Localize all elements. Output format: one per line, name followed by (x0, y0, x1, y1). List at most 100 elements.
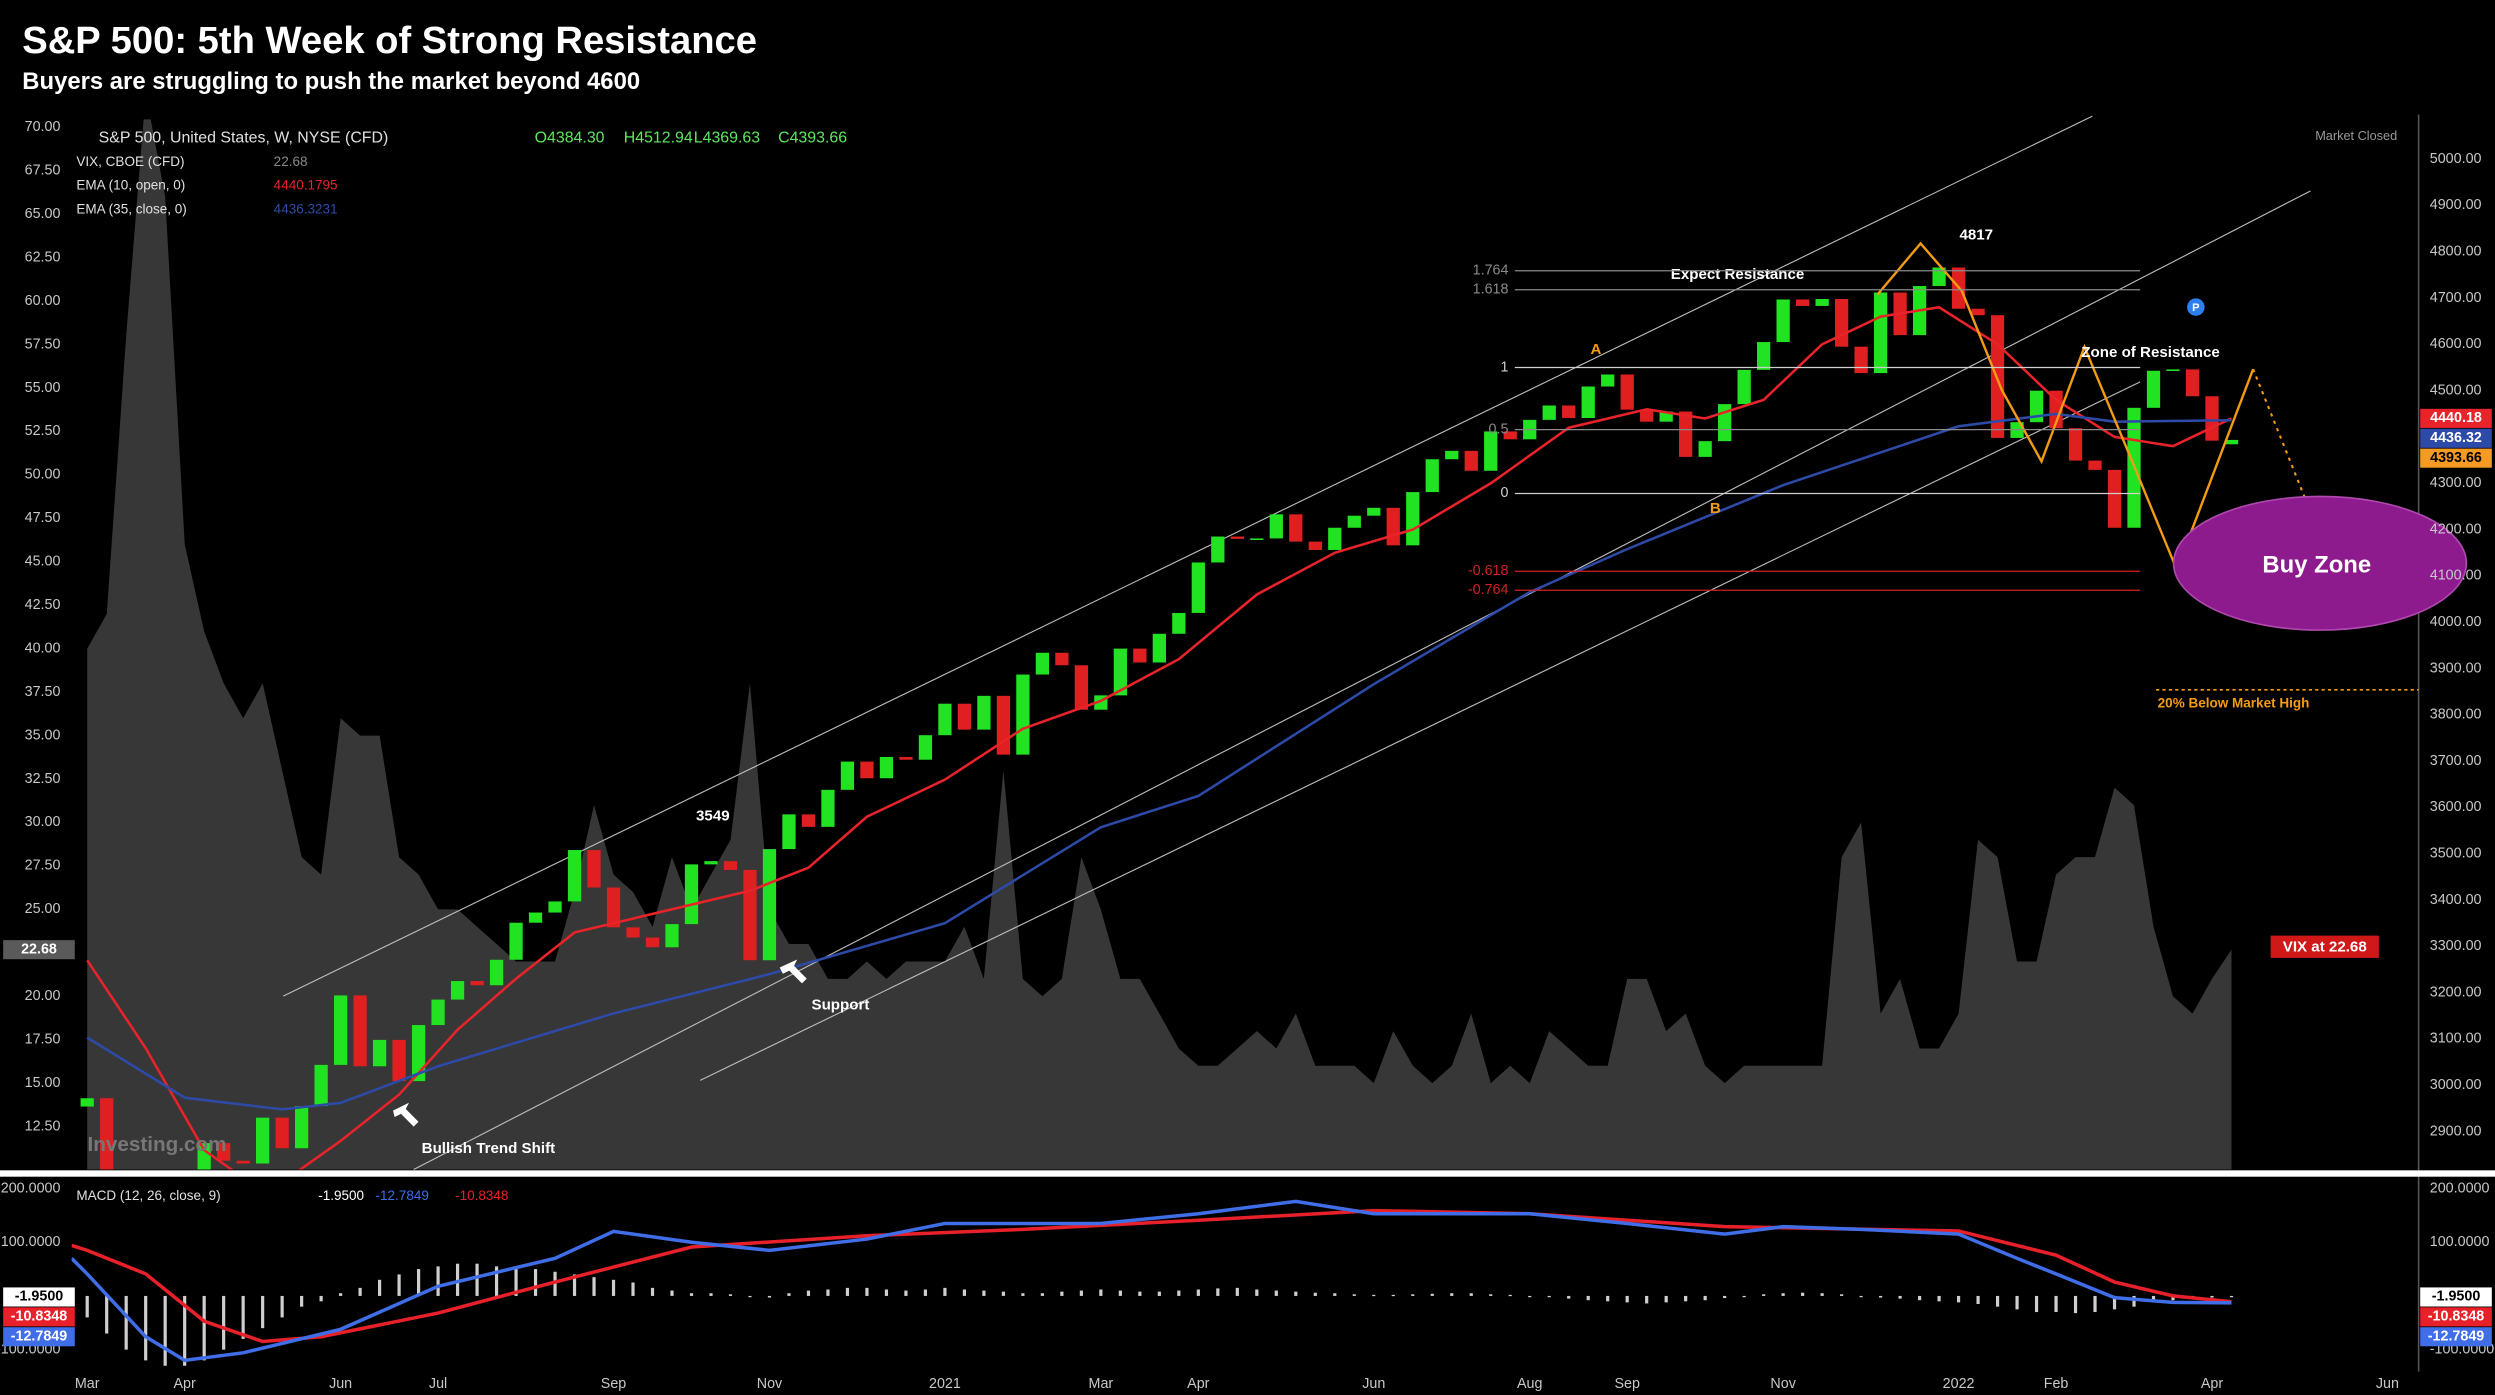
candle (626, 927, 640, 938)
legend-label: MACD (12, 26, close, 9) (76, 1188, 220, 1203)
y2-tick-label: 35.00 (25, 727, 61, 743)
histogram-bar (300, 1295, 304, 1307)
histogram-bar (416, 1269, 421, 1296)
candle (1308, 541, 1322, 550)
histogram-bar (1352, 1294, 1356, 1296)
x-tick-label: Mar (75, 1376, 100, 1392)
y2-tick-label: 20.00 (25, 988, 61, 1004)
macd-tick-label: 100.0000 (1, 1234, 61, 1250)
candle (1055, 652, 1069, 666)
y-tick-label: 2900.00 (2430, 1123, 2482, 1139)
signal-line (71, 1208, 2232, 1344)
histogram-bar (105, 1295, 109, 1334)
histogram-bar (1138, 1291, 1142, 1296)
candle (1484, 431, 1498, 471)
histogram-bar (1528, 1295, 1532, 1298)
histogram-bar (923, 1289, 928, 1296)
histogram-bar (1879, 1295, 1883, 1298)
candle (450, 981, 465, 1000)
histogram-bar (1040, 1293, 1044, 1296)
x-tick-label: Apr (174, 1376, 197, 1392)
candle (1074, 665, 1088, 710)
histogram-bar (1547, 1295, 1551, 1298)
candle (684, 864, 699, 925)
panel-separator (0, 1170, 2495, 1177)
candle (1016, 674, 1030, 755)
legend-label: VIX, CBOE (CFD) (76, 154, 184, 169)
value-badge (2420, 1287, 2492, 1307)
histogram-bar (904, 1290, 908, 1296)
y2-tick-label: 60.00 (25, 293, 61, 309)
histogram-bar (962, 1289, 966, 1296)
value-badge (2420, 448, 2492, 468)
annotation: Expect Resistance (1671, 266, 1805, 283)
price-layer (80, 267, 2239, 1170)
value-badge-label: -12.7849 (11, 1329, 68, 1345)
candle (860, 761, 874, 779)
value-badge (2420, 1327, 2492, 1347)
candle (80, 1098, 94, 1107)
histogram-bar (436, 1266, 440, 1296)
candle (2029, 390, 2044, 423)
annotation: B (1710, 500, 1721, 517)
fib-label: -0.764 (1468, 582, 1509, 598)
x-tick-label: Jul (429, 1376, 447, 1392)
fib-label: 1.764 (1473, 263, 1509, 279)
buy-zone (2172, 495, 2468, 631)
histogram-bar (397, 1274, 401, 1296)
candle (392, 1039, 406, 1082)
histogram-bar (144, 1295, 148, 1361)
annotation: P (2192, 302, 2200, 314)
y-tick-label: 4100.00 (2430, 568, 2482, 584)
high-label: 4817 (1959, 226, 1993, 243)
y-tick-label: 3800.00 (2430, 707, 2482, 723)
histogram-bar (2034, 1295, 2039, 1313)
value-badge-label: 22.68 (21, 941, 57, 957)
histogram-bar (1508, 1294, 1512, 1297)
value-badge (2420, 428, 2492, 448)
y-tick-label: 4700.00 (2430, 290, 2482, 306)
y-tick-label: 3900.00 (2430, 660, 2482, 676)
candle (1425, 459, 1439, 493)
candle (528, 912, 543, 923)
histogram-bar (280, 1295, 284, 1318)
candle (1113, 648, 1127, 696)
candle (431, 999, 445, 1026)
candle (1873, 292, 1888, 374)
histogram-bar (475, 1263, 479, 1296)
histogram-bar (650, 1287, 655, 1296)
y-tick-label: 4000.00 (2430, 614, 2482, 630)
candle (1172, 612, 1186, 634)
candle (1795, 299, 1810, 306)
projection-line (2252, 368, 2313, 516)
candle (333, 995, 348, 1065)
histogram-bar (1489, 1294, 1493, 1296)
y-tick-label: 3100.00 (2430, 1031, 2482, 1047)
histogram-bar (124, 1295, 128, 1350)
candle (1211, 536, 1225, 563)
value-badge-label: 4393.66 (2430, 450, 2482, 466)
histogram-bar (826, 1289, 830, 1296)
candle (1035, 652, 1050, 675)
histogram-bar (1625, 1295, 1629, 1303)
histogram-bar (1645, 1295, 1649, 1304)
value-badge-label: 4436.32 (2430, 430, 2482, 446)
histogram-bar (592, 1277, 596, 1296)
candle (1737, 369, 1751, 405)
histogram-bar (2093, 1295, 2097, 1313)
candle (2205, 396, 2219, 441)
value-badge (3, 940, 75, 960)
candle (1269, 514, 1283, 539)
histogram-bar (1372, 1294, 1376, 1297)
value-badge-label: -12.7849 (2428, 1329, 2485, 1345)
macd-tick-label: 200.0000 (2430, 1180, 2490, 1196)
ema-line (86, 412, 2232, 1111)
channel-line (282, 115, 2093, 997)
vix-layer (87, 119, 2232, 1170)
candle (938, 703, 952, 736)
histogram-bar (202, 1295, 206, 1361)
histogram-bar (514, 1269, 518, 1296)
y-tick-label: 4800.00 (2430, 244, 2482, 260)
value-badge (3, 1307, 75, 1327)
legend-value: -1.9500 (318, 1188, 364, 1203)
